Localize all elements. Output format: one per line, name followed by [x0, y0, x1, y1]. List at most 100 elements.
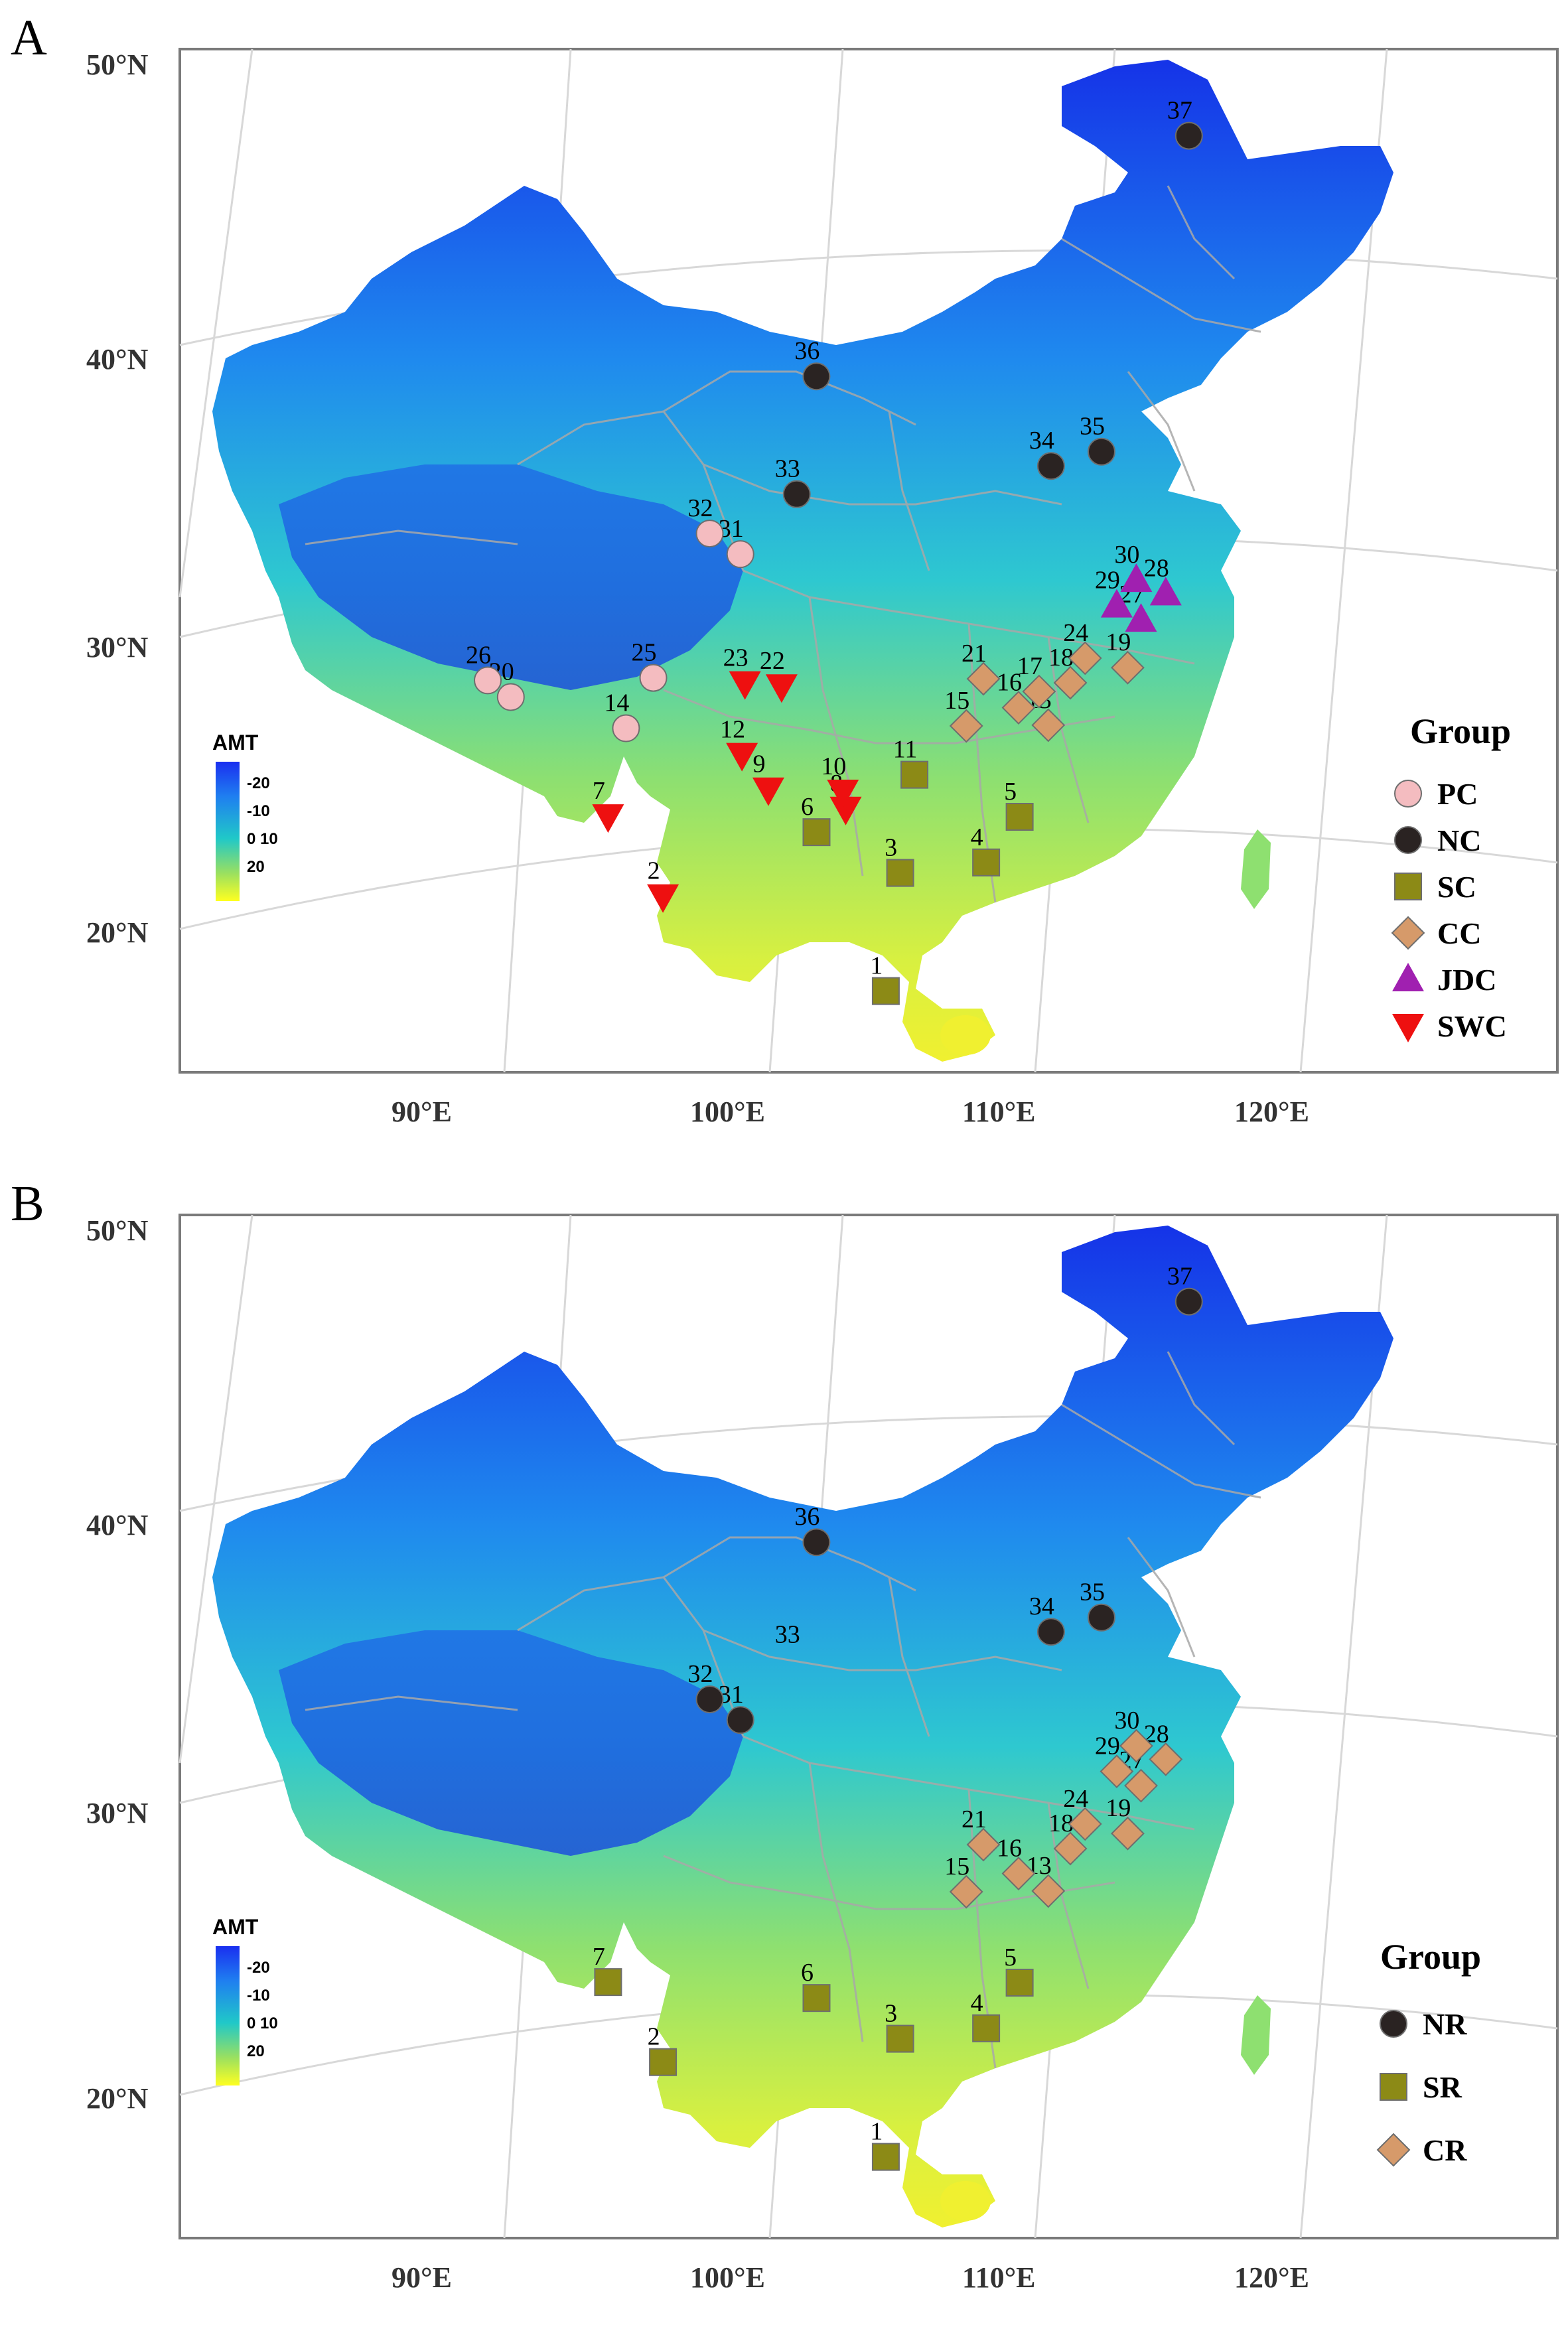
legend-label-cr: CR — [1423, 2133, 1467, 2167]
site-marker-2 — [649, 2048, 677, 2076]
site-marker-10 — [827, 779, 859, 808]
legend-marker-pc — [1394, 780, 1422, 808]
site-label-2: 2 — [648, 2023, 660, 2051]
site-marker-17 — [1022, 674, 1056, 709]
site-marker-28 — [1149, 1742, 1183, 1776]
site-marker-35 — [1087, 437, 1115, 466]
colorbar-tick: -20 — [247, 774, 270, 792]
site-label-10: 10 — [821, 752, 846, 780]
legend-marker-swc — [1392, 1014, 1424, 1042]
site-marker-6 — [802, 818, 831, 847]
site-marker-33 — [782, 480, 811, 508]
legend-marker-sc — [1394, 873, 1422, 900]
site-marker-30 — [1120, 563, 1153, 593]
site-marker-29 — [1100, 589, 1133, 618]
panel-b-svg: B — [11, 1176, 1559, 2294]
legend-label-pc: PC — [1437, 777, 1478, 811]
site-marker-31 — [726, 540, 754, 569]
site-marker-24 — [1068, 641, 1102, 675]
panel-a: A — [0, 0, 1568, 1165]
legend-label-cc: CC — [1437, 916, 1481, 950]
site-label-35: 35 — [1080, 1579, 1105, 1606]
legend-label-sc: SC — [1437, 870, 1476, 904]
site-marker-11 — [900, 760, 929, 789]
site-label-37: 37 — [1167, 1263, 1192, 1291]
site-label-2: 2 — [648, 857, 660, 885]
lon-label-120: 120°E — [1234, 1095, 1309, 1128]
site-marker-8 — [829, 796, 862, 825]
site-marker-4 — [972, 2014, 1001, 2042]
lon-axis-labels: 90°E 100°E 110°E 120°E — [392, 2261, 1309, 2294]
china-landmass — [212, 60, 1393, 1062]
site-label-33: 33 — [775, 1621, 800, 1649]
colorbar-title: AMT — [212, 731, 259, 754]
panel-b: B — [0, 1166, 1568, 2331]
colorbar-tick: 20 — [247, 858, 265, 876]
legend-marker-jdc — [1392, 963, 1424, 991]
site-label-1: 1 — [870, 2118, 883, 2146]
site-marker-7 — [594, 1968, 622, 1997]
site-marker-16 — [1001, 691, 1036, 725]
legend: Group PC NC SC CC JDC SWC — [1391, 711, 1511, 1043]
lon-label-120: 120°E — [1234, 2261, 1309, 2294]
china-landmass — [212, 1226, 1393, 2227]
site-marker-27 — [1125, 603, 1157, 632]
site-marker-5 — [1005, 803, 1034, 831]
site-label-22: 22 — [760, 647, 785, 675]
colorbar-ramp — [216, 762, 240, 901]
site-label-17: 17 — [1017, 652, 1042, 680]
site-marker-35 — [1087, 1603, 1115, 1632]
site-label-37: 37 — [1167, 97, 1192, 125]
site-marker-20 — [496, 683, 525, 711]
site-marker-36 — [802, 1528, 831, 1557]
legend-marker-nr — [1380, 2010, 1407, 2038]
site-label-24: 24 — [1063, 619, 1088, 647]
lat-label-30: 30°N — [86, 1797, 149, 1829]
site-marker-34 — [1036, 1618, 1065, 1646]
colorbar-tick: -10 — [247, 802, 270, 820]
site-marker-34 — [1036, 452, 1065, 480]
lat-label-50: 50°N — [86, 1214, 149, 1247]
site-label-16: 16 — [997, 669, 1022, 697]
legend: Group NR SR CR — [1376, 1937, 1481, 2167]
colorbar-tick: 0 10 — [247, 2014, 278, 2032]
site-label-30: 30 — [1114, 1707, 1139, 1734]
site-label-7: 7 — [593, 1943, 605, 1971]
legend-label-sr: SR — [1423, 2070, 1462, 2104]
site-marker-18 — [1053, 1831, 1088, 1866]
site-marker-36 — [802, 362, 831, 391]
site-label-11: 11 — [893, 736, 918, 764]
site-marker-27 — [1124, 1768, 1158, 1803]
site-label-9: 9 — [752, 750, 765, 778]
site-label-29: 29 — [1095, 1732, 1120, 1760]
site-label-3: 3 — [885, 2000, 897, 2028]
site-marker-5 — [1005, 1969, 1034, 1997]
site-marker-15 — [949, 1874, 983, 1909]
site-markers: 123 4567131516181921242728293031323334353… — [593, 1263, 1203, 2171]
site-label-33: 33 — [775, 455, 800, 483]
site-label-21: 21 — [962, 1805, 987, 1833]
colorbar-tick: 20 — [247, 2042, 265, 2060]
site-marker-26 — [474, 666, 502, 695]
site-marker-22 — [765, 674, 798, 703]
site-marker-9 — [752, 777, 784, 806]
site-marker-1 — [871, 2143, 900, 2171]
lat-axis-labels: 50°N 40°N 30°N 20°N — [86, 48, 149, 949]
legend-marker-cr — [1376, 2133, 1411, 2167]
colorbar-ramp — [216, 1946, 240, 2085]
colorbar: AMT -20 -10 0 10 20 — [212, 1915, 278, 2085]
site-label-15: 15 — [944, 687, 969, 715]
site-marker-23 — [729, 671, 761, 700]
site-label-23: 23 — [723, 644, 748, 672]
site-marker-13 — [1031, 708, 1066, 742]
site-marker-25 — [639, 664, 668, 692]
site-marker-21 — [966, 1827, 1001, 1862]
site-marker-28 — [1149, 577, 1182, 606]
site-label-6: 6 — [801, 1959, 814, 1987]
legend-marker-cc — [1391, 916, 1425, 950]
site-label-12: 12 — [720, 716, 745, 744]
site-marker-30 — [1119, 1729, 1153, 1763]
site-label-32: 32 — [688, 1660, 713, 1688]
site-label-15: 15 — [944, 1853, 969, 1880]
site-label-25: 25 — [632, 639, 657, 667]
